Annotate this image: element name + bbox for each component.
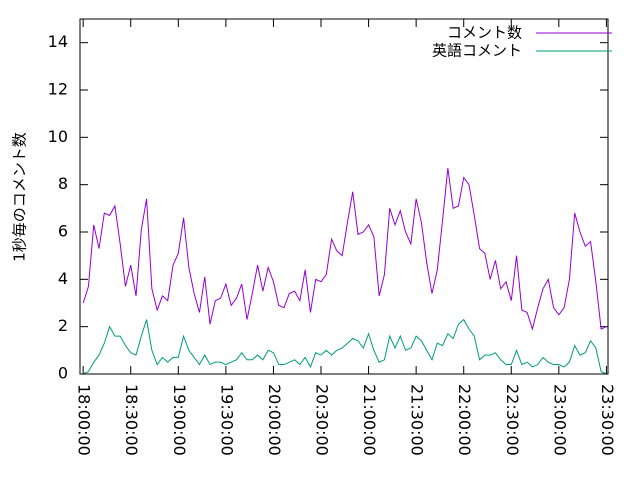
y-tick-label: 0 xyxy=(58,364,68,383)
x-tick-label: 22:30:00 xyxy=(503,384,522,456)
x-tick-label: 23:00:00 xyxy=(550,384,569,456)
x-tick-label: 20:30:00 xyxy=(313,384,332,456)
y-axis-label: 1秒毎のコメント数 xyxy=(11,132,29,262)
y-tick-label: 2 xyxy=(58,316,68,335)
x-tick-label: 21:00:00 xyxy=(360,384,379,456)
y-tick-label: 8 xyxy=(58,174,68,193)
legend-label: 英語コメント xyxy=(432,42,522,60)
y-tick-label: 12 xyxy=(48,80,68,99)
x-tick-label: 20:00:00 xyxy=(265,384,284,456)
y-tick-label: 4 xyxy=(58,269,68,288)
y-tick-label: 6 xyxy=(58,222,68,241)
series-line xyxy=(82,318,607,375)
x-tick-label: 18:30:00 xyxy=(122,384,141,456)
x-tick-label: 22:00:00 xyxy=(455,384,474,456)
legend-label: コメント数 xyxy=(447,24,522,42)
plot-border xyxy=(79,18,609,375)
x-tick-label: 23:30:00 xyxy=(598,384,617,456)
x-tick-label: 19:30:00 xyxy=(217,384,236,456)
x-tick-label: 18:00:00 xyxy=(75,384,94,456)
y-tick-label: 10 xyxy=(48,127,68,146)
x-tick-label: 19:00:00 xyxy=(170,384,189,456)
series-line xyxy=(82,168,607,331)
x-tick-label: 21:30:00 xyxy=(408,384,427,456)
y-tick-label: 14 xyxy=(48,32,68,51)
